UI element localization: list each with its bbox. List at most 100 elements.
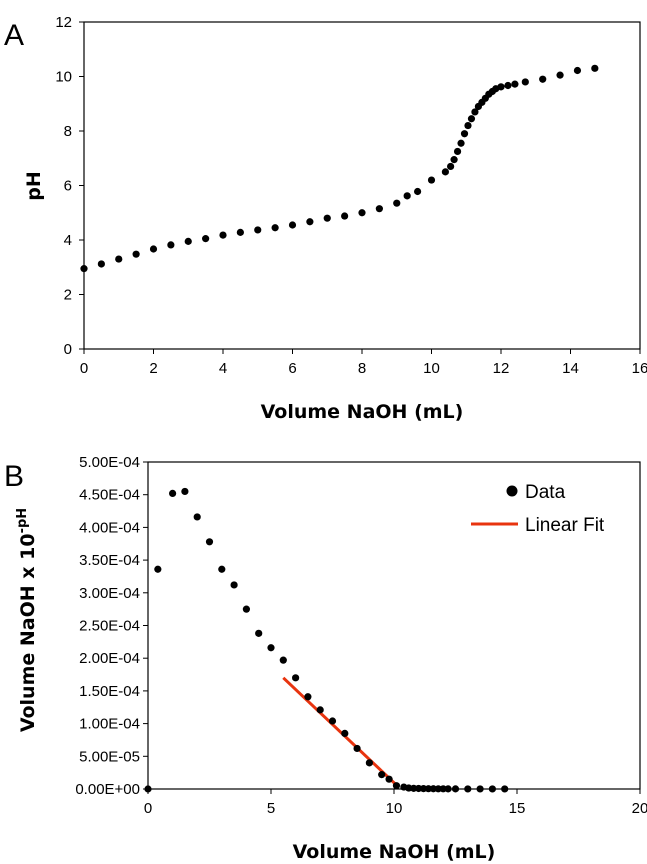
panel-b-data-point [353, 744, 361, 753]
legend-data-marker [506, 485, 518, 497]
panel-b-data-point [304, 693, 312, 701]
panel-b-y-tick-label: 1.00E-04 [79, 716, 140, 733]
panel-a-data-point [288, 221, 297, 229]
panel-b-y-tick-label: 0.00E+00 [75, 781, 140, 798]
panel-a-data-point [447, 162, 455, 171]
panel-b-y-tick-label: 5.00E-04 [79, 454, 140, 471]
panel-b-data-point [144, 785, 152, 793]
panel-a-data-point [453, 147, 462, 156]
panel-b-data-point [476, 785, 484, 793]
panel-a-data-point [457, 139, 465, 147]
panel-a-x-tick-label: 4 [219, 360, 227, 377]
panel-a-y-axis-label: pH [23, 171, 45, 201]
panel-b-linear-fit-line [282, 676, 398, 787]
panel-a-data-point [427, 176, 436, 184]
panel-a-data-point [497, 83, 505, 91]
panel-a-data-point [441, 168, 449, 176]
panel-a-data-point [375, 205, 383, 213]
panel-a-data-point [556, 71, 564, 79]
panel-b-y-axis-label-sup: -pH [15, 508, 30, 534]
panel-a-plot-frame [83, 21, 641, 350]
legend-fit-label: Linear Fit [525, 515, 605, 536]
panel-b-data-point [242, 605, 250, 613]
panel-b-y-tick-label: 4.00E-04 [79, 519, 140, 536]
panel-b-data-points [144, 487, 509, 793]
panel-a-data-points [80, 64, 599, 273]
panel-a-y-tick-label: 6 [64, 178, 72, 195]
panel-a-data-point [460, 130, 469, 138]
panel-b-data-point [488, 785, 496, 793]
panel-b-data-point [316, 706, 324, 714]
panel-a-x-tick-label: 14 [562, 360, 579, 377]
panel-b-data-point [169, 489, 177, 497]
panel-b-y-tick-label: 3.50E-04 [79, 552, 140, 569]
panel-a-x-tick-label: 16 [632, 360, 647, 377]
panel-a-data-point [591, 64, 599, 72]
panel-a-x-tick-label: 0 [80, 360, 88, 377]
panel-b-y-tick-label: 5.00E-05 [79, 748, 140, 765]
panel-a-axis-ticks: 0 2 4 6 8 10 12 14 16 0 2 4 6 8 10 12 [55, 14, 647, 377]
panel-a-data-point [414, 187, 422, 196]
panel-b-data-point [434, 785, 442, 793]
panel-b-data-point [328, 717, 337, 725]
panel-b-x-axis-label: Volume NaOH (mL) [293, 841, 496, 863]
panel-b-data-point [279, 656, 287, 664]
panel-a-y-tick-label: 12 [55, 14, 72, 31]
panel-a-data-point [236, 228, 244, 236]
panel-b-y-tick-label: 1.50E-04 [79, 683, 140, 700]
panel-a-y-tick-label: 4 [64, 232, 72, 249]
panel-b-fit-line-group [282, 676, 398, 787]
panel-a-data-point [202, 235, 210, 243]
panel-b-data-point [501, 785, 509, 793]
panel-b-data-point [230, 581, 238, 589]
legend-data-label: Data [525, 482, 566, 503]
panel-a-y-tick-label: 2 [64, 287, 72, 304]
panel-a-data-point [511, 80, 519, 88]
panel-b-data-point [193, 513, 201, 521]
panel-b-data-point [464, 785, 472, 793]
panel-b-x-tick-label: 10 [386, 800, 403, 817]
panel-a-data-point [464, 121, 472, 130]
panel-b-y-axis-label: Volume NaOH x 10-pH [15, 508, 39, 732]
panel-b-y-tick-label: 3.00E-04 [79, 585, 140, 602]
panel-b-data-point [444, 785, 452, 793]
panel-a-data-point [323, 214, 331, 222]
panel-a-x-tick-label: 10 [423, 360, 440, 377]
panel-a-y-tick-label: 8 [64, 123, 72, 140]
panel-a-data-point [306, 218, 314, 226]
panel-b-x-tick-label: 0 [144, 800, 152, 817]
panel-b-y-axis-label-main: Volume NaOH x 10 [17, 533, 39, 732]
panel-a-data-point [403, 192, 411, 200]
panel-b-data-point [218, 565, 226, 573]
panel-b-y-tick-label: 2.50E-04 [79, 618, 140, 635]
panel-a-data-point [271, 224, 279, 232]
panel-b-x-tick-label: 20 [632, 800, 647, 817]
panel-a-data-point [80, 265, 88, 273]
panel-a-data-point [341, 212, 349, 220]
panel-b-data-point [341, 729, 349, 738]
panel-a-y-tick-label: 10 [55, 69, 72, 86]
panel-b-x-tick-label: 5 [267, 800, 275, 817]
panel-b-label: B [4, 460, 24, 493]
panel-a-x-tick-label: 2 [149, 360, 157, 377]
panel-a-data-point [450, 156, 458, 164]
panel-a-data-point [521, 78, 529, 86]
panel-a-x-tick-label: 8 [358, 360, 366, 377]
panel-b-axis-ticks: 0 5 10 15 20 0.00E+00 5.00E-05 1.00E-04 1.50E-04… [75, 454, 647, 817]
panel-a-data-point [358, 209, 366, 217]
panel-b-data-point [451, 785, 460, 793]
panel-b-legend: Data Linear Fit [471, 482, 605, 536]
panel-a-x-tick-label: 6 [288, 360, 296, 377]
panel-b-data-point [365, 759, 373, 767]
panel-a-data-point [115, 255, 123, 263]
panel-b-y-tick-label: 4.50E-04 [79, 487, 140, 504]
panel-a-data-point [132, 250, 140, 258]
panel-b-y-tick-label: 2.00E-04 [79, 650, 140, 667]
panel-b-data-point [267, 644, 275, 652]
panel-a-data-point [184, 237, 192, 245]
panel-a-data-point [254, 226, 262, 234]
panel-a-data-point [167, 241, 175, 249]
panel-a-x-tick-label: 12 [493, 360, 510, 377]
panel-a-data-point [219, 231, 227, 239]
